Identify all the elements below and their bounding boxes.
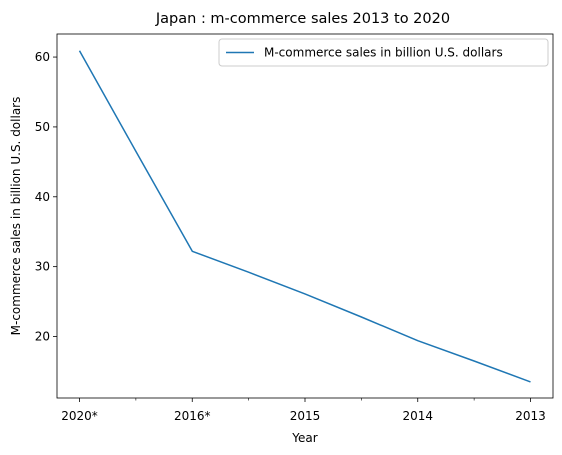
x-tick-label: 2016* bbox=[174, 409, 211, 423]
legend-label: M-commerce sales in billion U.S. dollars bbox=[264, 46, 503, 60]
y-tick-label: 30 bbox=[35, 260, 50, 274]
legend-box bbox=[218, 38, 549, 67]
legend: M-commerce sales in billion U.S. dollars bbox=[218, 38, 549, 67]
y-tick-label: 40 bbox=[35, 190, 50, 204]
x-tick-label: 2014 bbox=[402, 409, 433, 423]
plot-frame bbox=[56, 33, 554, 399]
x-tick-label: 2013 bbox=[515, 409, 546, 423]
y-tick-label: 20 bbox=[35, 330, 50, 344]
series-layer bbox=[78, 50, 531, 383]
y-axis: 20 30 40 50 60 bbox=[35, 50, 57, 344]
x-axis-label: Year bbox=[291, 431, 317, 445]
x-tick-label: 2020* bbox=[61, 409, 98, 423]
plot-area: 2020* 2016* 2015 2014 2013 20 30 40 50 60 bbox=[35, 33, 554, 423]
y-axis-label: M-commerce sales in billion U.S. dollars bbox=[9, 97, 23, 336]
y-tick-label: 50 bbox=[35, 120, 50, 134]
x-tick-label: 2015 bbox=[290, 409, 321, 423]
chart-title: Japan : m-commerce sales 2013 to 2020 bbox=[155, 11, 450, 27]
x-axis: 2020* 2016* 2015 2014 2013 bbox=[61, 398, 546, 423]
y-tick-label: 60 bbox=[35, 50, 50, 64]
